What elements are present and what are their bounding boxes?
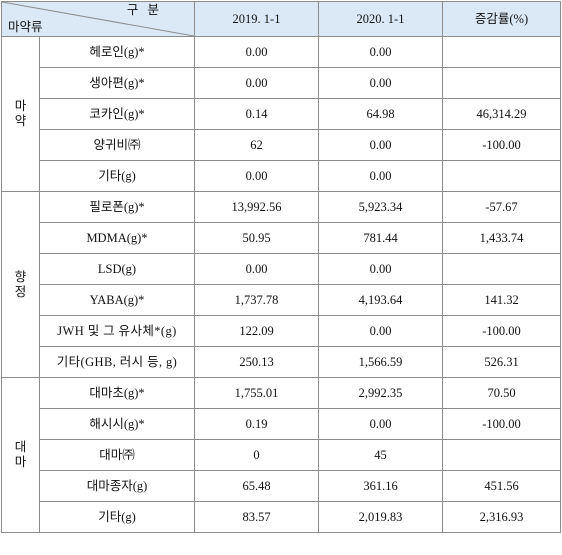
group-label-char: 마 xyxy=(14,455,27,469)
table-row: 기타(g) 83.57 2,019.83 2,316.93 xyxy=(2,501,561,533)
change-rate-cell: -100.00 xyxy=(442,129,561,161)
value-2020-cell: 0.00 xyxy=(318,129,443,161)
change-rate-cell xyxy=(442,253,561,285)
change-rate-cell: 2,316.93 xyxy=(442,501,561,533)
change-rate-cell: 1,433.74 xyxy=(442,222,561,254)
item-cell: 코카인(g)* xyxy=(39,98,195,130)
value-2020-cell: 2,992.35 xyxy=(318,377,443,409)
header-corner-cell: 구 분 마약류 xyxy=(1,1,195,37)
table-row: 코카인(g)* 0.14 64.98 46,314.29 xyxy=(2,98,561,130)
item-cell: 해시시(g)* xyxy=(39,408,195,440)
table-row: 기타(g) 0.00 0.00 xyxy=(2,160,561,192)
value-2019-cell: 0.00 xyxy=(194,160,319,192)
table-row: 생아편(g)* 0.00 0.00 xyxy=(2,67,561,99)
item-cell: MDMA(g)* xyxy=(39,222,195,254)
table-row: YABA(g)* 1,737.78 4,193.64 141.32 xyxy=(2,284,561,316)
value-2019-cell: 250.13 xyxy=(194,346,319,378)
table-row: 대 마 대마초(g)* 1,755.01 2,992.35 70.50 xyxy=(1,377,561,533)
item-cell: 기타(g) xyxy=(39,501,195,533)
header-2019: 2019. 1-1 xyxy=(194,1,319,37)
group-label-char: 약 xyxy=(14,114,27,128)
value-2019-cell: 50.95 xyxy=(194,222,319,254)
value-2019-cell: 13,992.56 xyxy=(194,191,319,223)
item-cell: 대마㈜ xyxy=(39,439,195,471)
change-rate-cell: -57.67 xyxy=(442,191,561,223)
header-2020: 2020. 1-1 xyxy=(318,1,443,37)
item-cell: LSD(g) xyxy=(39,253,195,285)
value-2019-cell: 1,755.01 xyxy=(194,377,319,409)
value-2019-cell: 83.57 xyxy=(194,501,319,533)
change-rate-cell xyxy=(442,36,561,68)
table-row: 대마㈜ 0 45 xyxy=(2,439,561,471)
value-2020-cell: 45 xyxy=(318,439,443,471)
value-2019-cell: 62 xyxy=(194,129,319,161)
change-rate-cell: 526.31 xyxy=(442,346,561,378)
header-category-label: 구 분 xyxy=(126,3,162,17)
change-rate-cell: -100.00 xyxy=(442,408,561,440)
change-rate-cell xyxy=(442,67,561,99)
value-2019-cell: 0.19 xyxy=(194,408,319,440)
change-rate-cell xyxy=(442,439,561,471)
table-row: MDMA(g)* 50.95 781.44 1,433.74 xyxy=(2,222,561,254)
change-rate-cell: 141.32 xyxy=(442,284,561,316)
change-rate-cell xyxy=(442,160,561,192)
table-row: JWH 및 그 유사체*(g) 122.09 0.00 -100.00 xyxy=(2,315,561,347)
item-cell: 필로폰(g)* xyxy=(39,191,195,223)
group-label-char: 향 xyxy=(14,269,27,284)
table-row: 해시시(g)* 0.19 0.00 -100.00 xyxy=(2,408,561,440)
value-2019-cell: 0.00 xyxy=(194,67,319,99)
table-row: 대마종자(g) 65.48 361.16 451.56 xyxy=(2,470,561,502)
header-row: 구 분 마약류 2019. 1-1 2020. 1-1 증감률(%) xyxy=(1,1,561,37)
change-rate-cell: 70.50 xyxy=(442,377,561,409)
value-2019-cell: 1,737.78 xyxy=(194,284,319,316)
group-label-char: 정 xyxy=(14,284,27,299)
value-2019-cell: 0 xyxy=(194,439,319,471)
value-2020-cell: 64.98 xyxy=(318,98,443,130)
item-cell: 생아편(g)* xyxy=(39,67,195,99)
value-2020-cell: 0.00 xyxy=(318,408,443,440)
value-2019-cell: 122.09 xyxy=(194,315,319,347)
value-2020-cell: 1,566.59 xyxy=(318,346,443,378)
group-label-char: 마 xyxy=(14,99,27,113)
item-cell: 헤로인(g)* xyxy=(39,36,195,68)
table-row: 양귀비㈜ 62 0.00 -100.00 xyxy=(2,129,561,161)
change-rate-cell: 46,314.29 xyxy=(442,98,561,130)
value-2020-cell: 361.16 xyxy=(318,470,443,502)
value-2019-cell: 0.00 xyxy=(194,36,319,68)
item-cell: 기타(GHB, 러시 등, g) xyxy=(39,346,195,378)
value-2020-cell: 0.00 xyxy=(318,36,443,68)
group-label-char: 대 xyxy=(14,440,27,454)
value-2019-cell: 0.14 xyxy=(194,98,319,130)
table-row: 향 정 필로폰(g)* 13,992.56 5,923.34 -57.67 xyxy=(1,191,561,378)
item-cell: 대마종자(g) xyxy=(39,470,195,502)
value-2020-cell: 0.00 xyxy=(318,253,443,285)
value-2020-cell: 0.00 xyxy=(318,67,443,99)
header-drug-type-label: 마약류 xyxy=(8,20,43,34)
table-row: 마 약 헤로인(g)* 0.00 0.00 xyxy=(1,36,561,192)
value-2020-cell: 4,193.64 xyxy=(318,284,443,316)
item-cell: YABA(g)* xyxy=(39,284,195,316)
item-cell: JWH 및 그 유사체*(g) xyxy=(39,315,195,347)
value-2020-cell: 5,923.34 xyxy=(318,191,443,223)
table-row: 기타(GHB, 러시 등, g) 250.13 1,566.59 526.31 xyxy=(2,346,561,378)
corner-diagonal-line xyxy=(2,2,194,36)
value-2020-cell: 781.44 xyxy=(318,222,443,254)
value-2020-cell: 0.00 xyxy=(318,315,443,347)
item-cell: 기타(g) xyxy=(39,160,195,192)
item-cell: 대마초(g)* xyxy=(39,377,195,409)
value-2019-cell: 65.48 xyxy=(194,470,319,502)
header-change-rate: 증감률(%) xyxy=(442,1,561,37)
change-rate-cell: -100.00 xyxy=(442,315,561,347)
value-2020-cell: 2,019.83 xyxy=(318,501,443,533)
value-2020-cell: 0.00 xyxy=(318,160,443,192)
value-2019-cell: 0.00 xyxy=(194,253,319,285)
table-row: LSD(g) 0.00 0.00 xyxy=(2,253,561,285)
item-cell: 양귀비㈜ xyxy=(39,129,195,161)
change-rate-cell: 451.56 xyxy=(442,470,561,502)
seizure-statistics-table: 구 분 마약류 2019. 1-1 2020. 1-1 증감률(%) 마 약 헤로인… xyxy=(1,1,561,533)
